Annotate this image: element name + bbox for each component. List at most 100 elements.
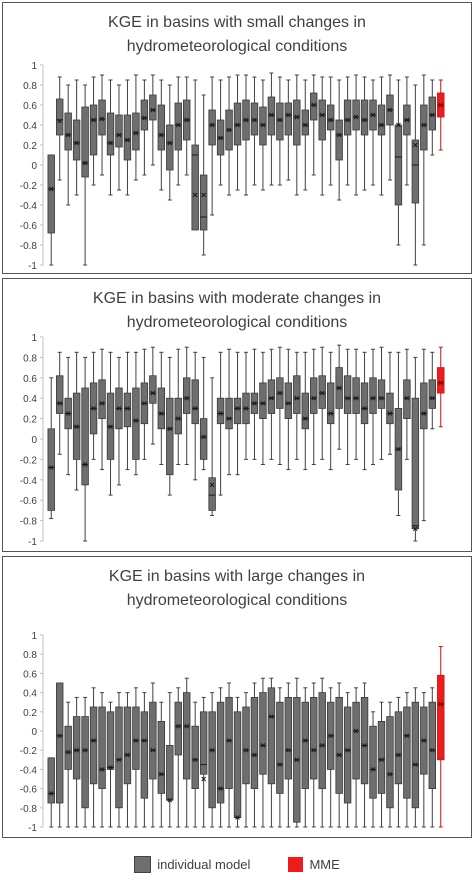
mean-marker xyxy=(286,112,291,118)
y-tick-label: -0.6 xyxy=(20,221,38,232)
mean-marker xyxy=(82,747,88,753)
mean-marker xyxy=(277,117,283,123)
model-box xyxy=(191,701,199,828)
y-tick-label: -0.2 xyxy=(20,455,38,466)
box-body xyxy=(55,98,64,136)
model-box xyxy=(242,692,250,828)
mean-marker xyxy=(362,743,367,748)
mean-marker xyxy=(116,132,122,138)
box-body xyxy=(183,692,191,780)
mean-marker xyxy=(74,424,79,430)
mean-marker xyxy=(184,395,190,401)
mean-marker xyxy=(57,118,63,124)
mean-marker xyxy=(421,411,427,416)
y-tick-label: 0.2 xyxy=(23,708,37,719)
mean-marker xyxy=(99,767,105,772)
model-box xyxy=(310,682,318,828)
model-box xyxy=(394,696,403,828)
mean-marker xyxy=(387,107,393,113)
model-box xyxy=(64,84,72,206)
mean-marker xyxy=(108,140,113,146)
box-body xyxy=(326,104,335,131)
box-body xyxy=(284,102,293,136)
y-tick-label: 0 xyxy=(31,727,37,738)
model-box xyxy=(208,692,216,828)
model-box xyxy=(72,79,81,196)
mean-marker xyxy=(235,122,240,128)
model-box xyxy=(183,76,191,176)
box-body xyxy=(318,375,326,409)
mean-marker xyxy=(252,400,257,406)
mean-marker xyxy=(108,765,113,770)
chart-title-line-1: KGE in basins with large changes in xyxy=(108,568,366,585)
model-box xyxy=(132,74,140,181)
box-body xyxy=(166,744,174,801)
mean-marker xyxy=(438,380,444,386)
mean-marker xyxy=(302,738,308,743)
legend-item-mme: MME xyxy=(288,856,340,872)
box-body xyxy=(115,114,123,148)
box-body xyxy=(98,706,106,789)
mean-marker xyxy=(311,747,317,753)
model-box xyxy=(250,348,259,460)
box-body xyxy=(403,706,411,799)
model-box xyxy=(149,74,157,166)
box-body xyxy=(174,397,182,435)
mean-marker xyxy=(48,791,54,796)
model-box xyxy=(98,348,106,471)
model-box xyxy=(276,346,284,465)
box-body xyxy=(64,112,72,151)
box-body xyxy=(369,377,377,414)
model-box xyxy=(411,84,420,266)
box-body xyxy=(343,375,352,414)
model-box xyxy=(259,79,267,191)
mean-marker xyxy=(345,747,350,753)
mean-marker xyxy=(201,192,206,198)
model-box xyxy=(293,677,301,828)
mean-marker xyxy=(150,390,156,396)
mean-marker xyxy=(226,127,232,133)
box-body xyxy=(208,109,216,146)
box-body xyxy=(335,696,343,794)
mme-box xyxy=(437,646,445,828)
y-tick-label: 1 xyxy=(31,631,37,642)
box-body xyxy=(191,725,199,789)
model-box xyxy=(199,94,208,256)
box-body xyxy=(259,106,267,146)
mean-marker xyxy=(175,416,181,421)
box-body xyxy=(310,377,318,414)
model-box xyxy=(369,79,377,186)
model-box xyxy=(157,351,166,465)
mean-marker xyxy=(294,395,300,401)
box-body xyxy=(98,379,106,419)
box-body xyxy=(411,397,420,530)
mean-marker xyxy=(167,426,173,432)
mean-marker xyxy=(328,117,334,123)
chart-title: KGE in basins with moderate changes in h… xyxy=(3,287,471,335)
chart-panel-moderate-changes: KGE in basins with moderate changes in h… xyxy=(2,278,472,552)
mean-marker xyxy=(396,446,401,452)
mean-marker xyxy=(91,117,96,123)
chart-title: KGE in basins with small changes in hydr… xyxy=(3,11,471,59)
mean-marker xyxy=(243,747,249,753)
model-box xyxy=(81,356,89,542)
box-body xyxy=(81,387,89,486)
y-tick-label: 0 xyxy=(31,161,37,172)
box-body xyxy=(174,701,182,756)
mean-marker xyxy=(91,406,96,411)
mean-marker xyxy=(302,122,308,128)
mean-marker xyxy=(345,395,350,401)
legend-item-individual-model: individual model xyxy=(134,855,251,873)
mean-marker xyxy=(336,132,342,138)
mean-marker xyxy=(421,738,427,743)
box-body xyxy=(250,696,259,789)
model-box xyxy=(318,76,326,196)
mean-marker xyxy=(192,406,198,411)
box-body xyxy=(293,99,301,146)
mean-marker xyxy=(99,116,105,122)
y-tick-label: -0.4 xyxy=(20,201,38,212)
legend-label: individual model xyxy=(157,856,251,872)
model-box xyxy=(98,74,106,176)
box-body xyxy=(106,112,115,156)
model-box xyxy=(89,76,98,186)
